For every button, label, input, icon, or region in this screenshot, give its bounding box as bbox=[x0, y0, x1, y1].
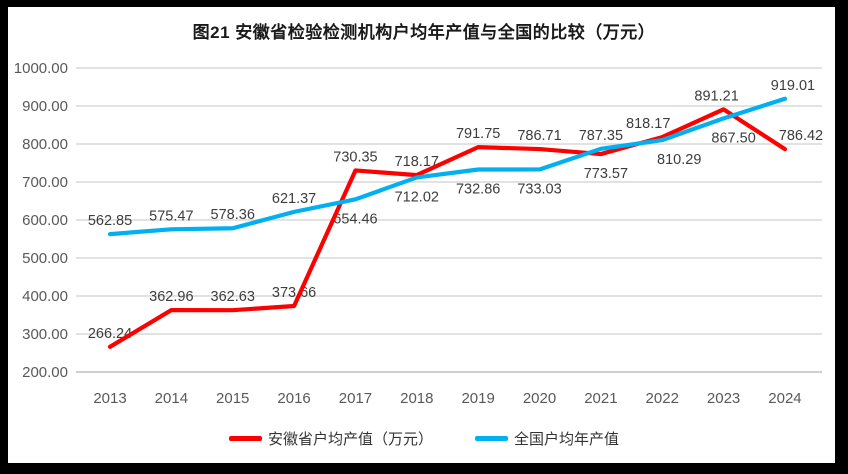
svg-text:732.86: 732.86 bbox=[456, 182, 500, 198]
svg-text:500.00: 500.00 bbox=[22, 250, 68, 267]
chart-canvas bbox=[8, 7, 835, 463]
svg-text:2024: 2024 bbox=[768, 390, 801, 407]
svg-text:575.47: 575.47 bbox=[149, 208, 193, 224]
svg-text:2022: 2022 bbox=[646, 390, 679, 407]
svg-text:730.35: 730.35 bbox=[333, 149, 377, 165]
svg-text:773.57: 773.57 bbox=[584, 166, 628, 182]
svg-text:2013: 2013 bbox=[93, 390, 126, 407]
svg-text:373.66: 373.66 bbox=[272, 285, 316, 301]
svg-text:300.00: 300.00 bbox=[22, 326, 68, 343]
svg-text:919.01: 919.01 bbox=[771, 78, 815, 94]
svg-text:2023: 2023 bbox=[707, 390, 740, 407]
svg-text:2016: 2016 bbox=[277, 390, 310, 407]
svg-text:578.36: 578.36 bbox=[211, 207, 255, 223]
svg-text:600.00: 600.00 bbox=[22, 212, 68, 229]
chart-title: 图21 安徽省检验检测机构户均年产值与全国的比较（万元） bbox=[192, 23, 656, 42]
svg-text:362.96: 362.96 bbox=[149, 289, 193, 305]
svg-text:200.00: 200.00 bbox=[22, 364, 68, 381]
national-series-swatch bbox=[475, 436, 508, 441]
svg-text:400.00: 400.00 bbox=[22, 288, 68, 305]
anhui-series-swatch bbox=[228, 436, 262, 441]
legend-label-anhui: 安徽省户均产值（万元） bbox=[267, 431, 433, 448]
svg-text:786.42: 786.42 bbox=[779, 128, 823, 144]
svg-text:891.21: 891.21 bbox=[694, 88, 738, 104]
svg-text:2019: 2019 bbox=[461, 390, 494, 407]
legend-item-national: 全国户均年产值 bbox=[475, 428, 619, 449]
svg-text:654.46: 654.46 bbox=[333, 211, 377, 227]
svg-text:2014: 2014 bbox=[155, 390, 188, 407]
svg-text:787.35: 787.35 bbox=[579, 128, 623, 144]
svg-text:818.17: 818.17 bbox=[626, 116, 670, 132]
svg-text:1000.00: 1000.00 bbox=[14, 60, 68, 77]
svg-text:810.29: 810.29 bbox=[657, 152, 701, 168]
svg-text:2018: 2018 bbox=[400, 390, 433, 407]
svg-text:718.17: 718.17 bbox=[395, 154, 439, 170]
svg-text:2021: 2021 bbox=[584, 390, 617, 407]
svg-text:900.00: 900.00 bbox=[22, 98, 68, 115]
svg-text:2017: 2017 bbox=[339, 390, 372, 407]
svg-text:562.85: 562.85 bbox=[88, 213, 132, 229]
svg-text:362.63: 362.63 bbox=[211, 289, 255, 305]
svg-text:700.00: 700.00 bbox=[22, 174, 68, 191]
chart-legend: 安徽省户均产值（万元） 全国户均年产值 bbox=[0, 428, 848, 449]
svg-text:791.75: 791.75 bbox=[456, 126, 500, 142]
svg-text:867.50: 867.50 bbox=[711, 130, 755, 146]
svg-text:712.02: 712.02 bbox=[395, 189, 439, 205]
svg-text:621.37: 621.37 bbox=[272, 191, 316, 207]
svg-text:2015: 2015 bbox=[216, 390, 249, 407]
legend-label-national: 全国户均年产值 bbox=[514, 431, 620, 448]
legend-item-anhui: 安徽省户均产值（万元） bbox=[228, 428, 433, 449]
svg-text:733.03: 733.03 bbox=[517, 181, 561, 197]
svg-text:786.71: 786.71 bbox=[517, 128, 561, 144]
svg-text:2020: 2020 bbox=[523, 390, 556, 407]
svg-text:800.00: 800.00 bbox=[22, 136, 68, 153]
